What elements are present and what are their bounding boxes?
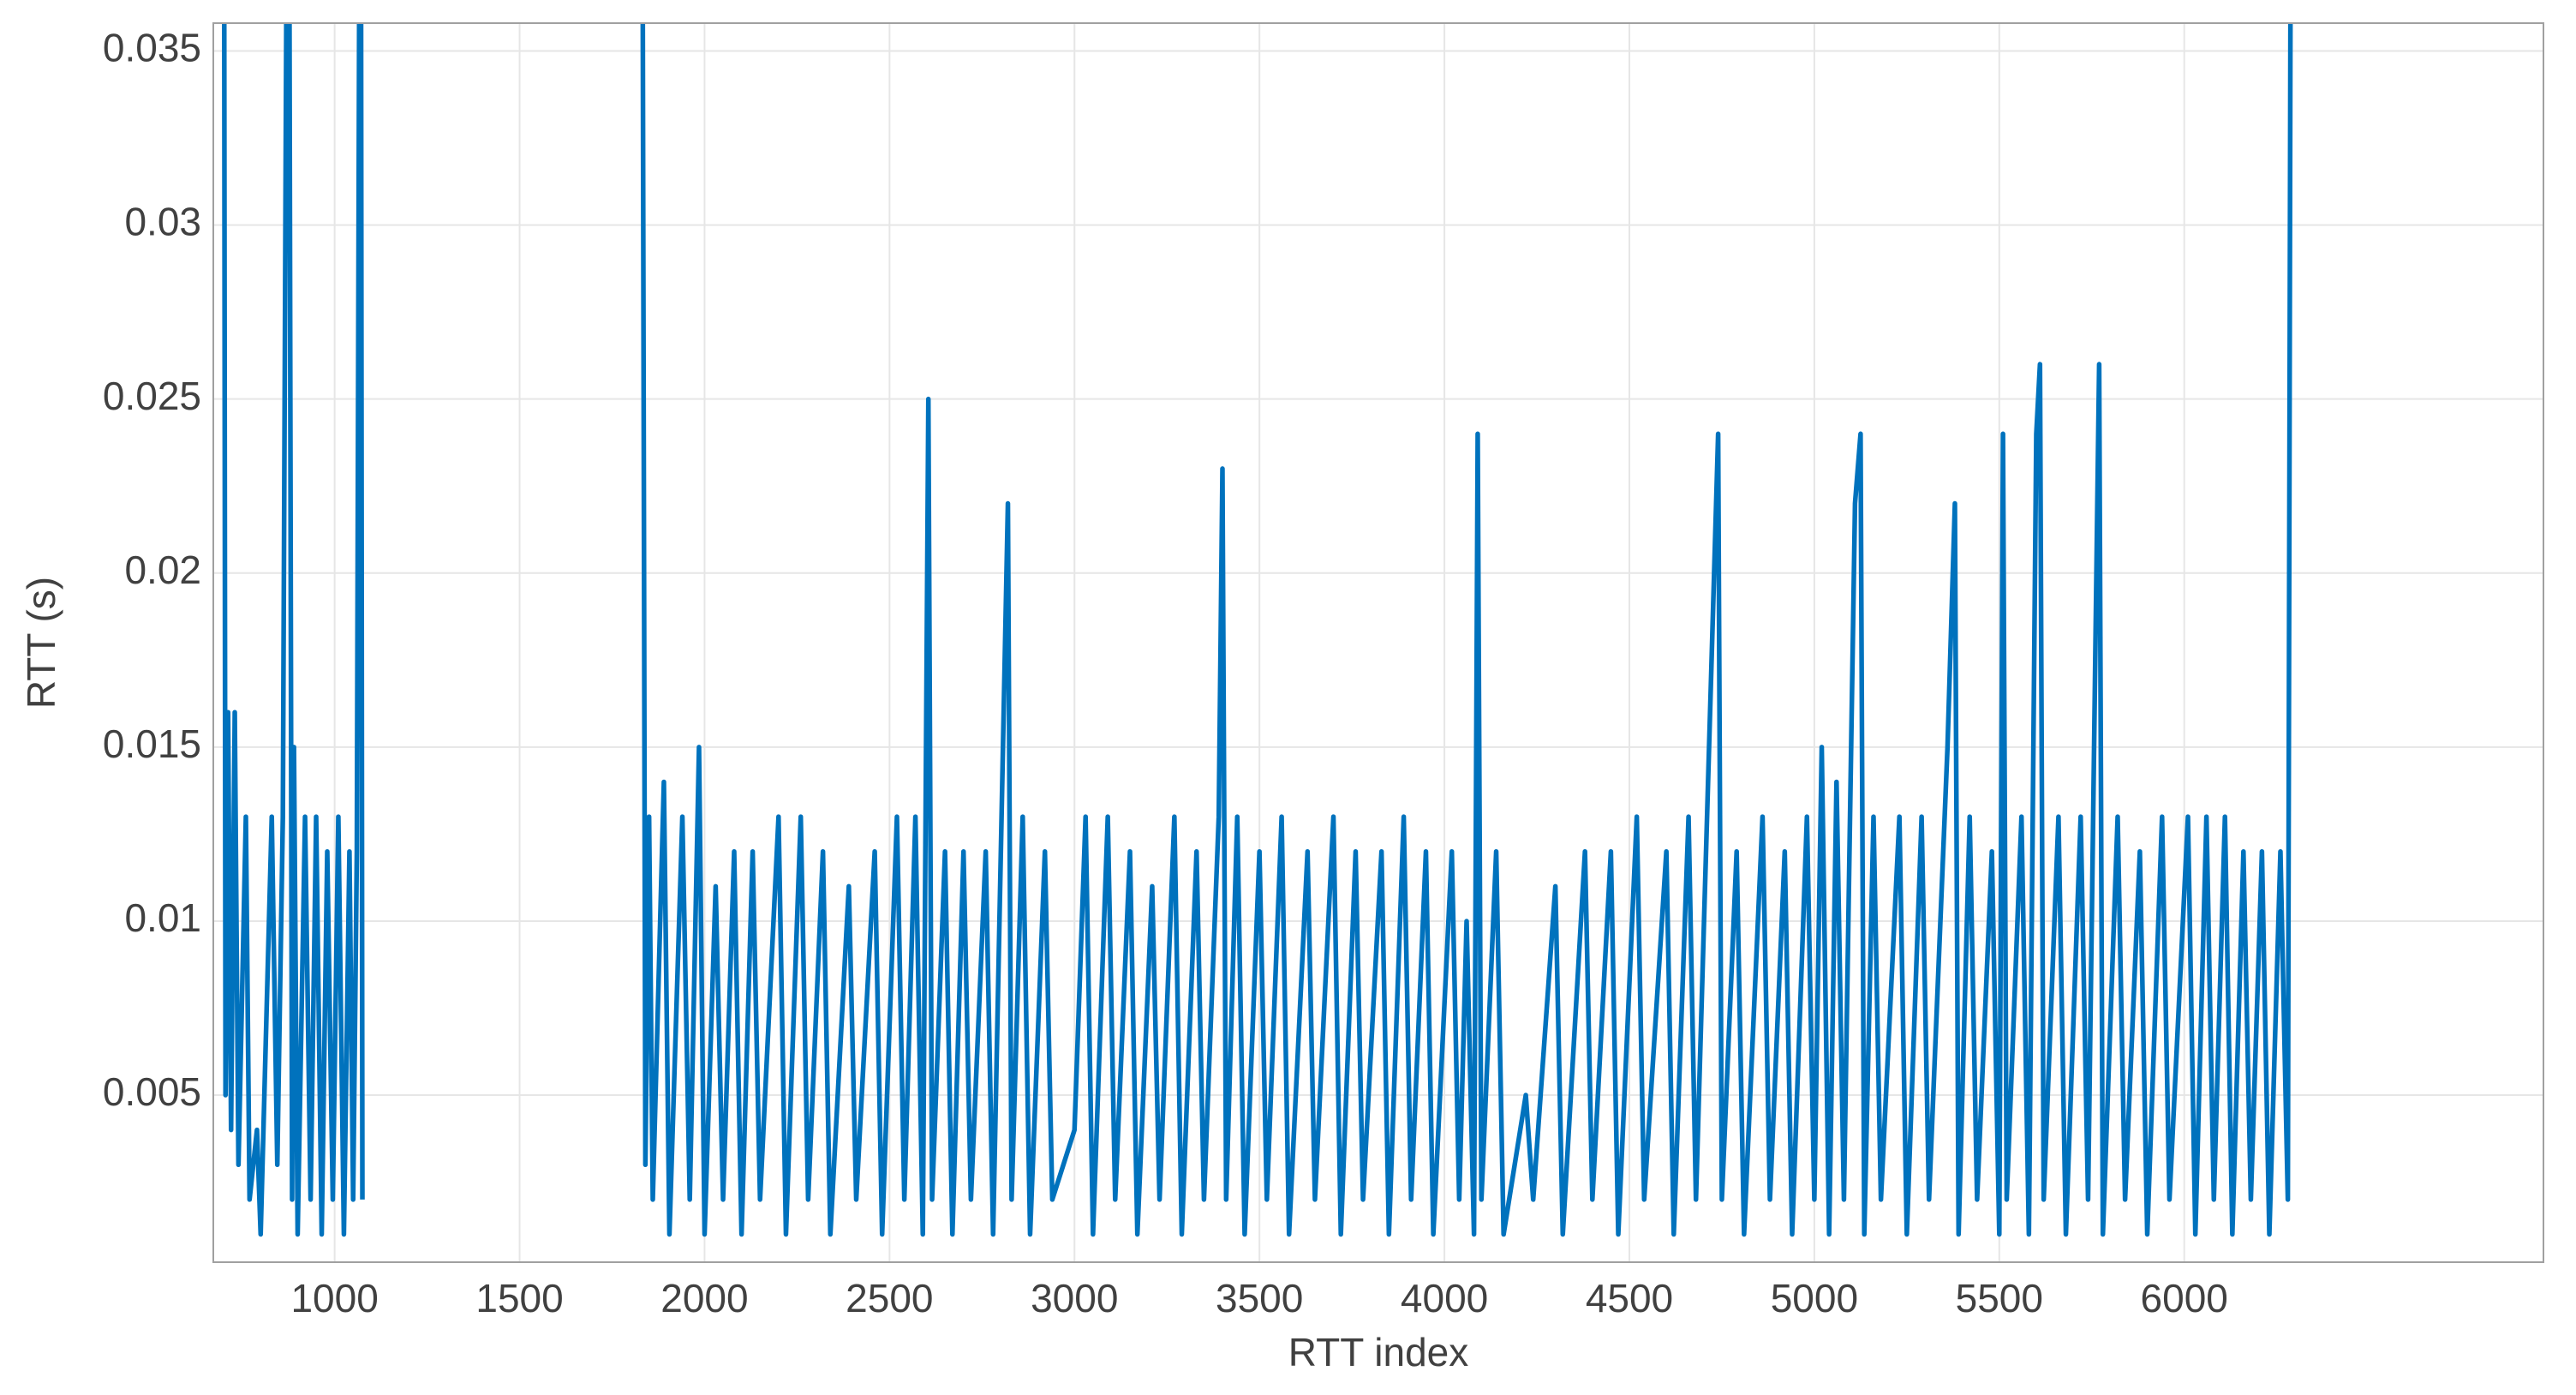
data-line	[222, 23, 2293, 1237]
y-tick-label: 0.03	[124, 200, 201, 244]
x-tick-label: 2500	[846, 1276, 933, 1320]
plot-frame	[212, 22, 2544, 1263]
x-tick-label: 4500	[1586, 1276, 1673, 1320]
x-tick-label: 1500	[475, 1276, 563, 1320]
y-tick-label: 0.015	[103, 721, 201, 766]
y-axis-label: RTT (s)	[19, 577, 63, 709]
x-tick-label: 5000	[1771, 1276, 1858, 1320]
y-tick-label: 0.025	[103, 374, 201, 418]
x-tick-label: 5500	[1956, 1276, 2043, 1320]
y-tick-label: 0.02	[124, 548, 201, 592]
x-tick-label: 1000	[290, 1276, 378, 1320]
y-tick-label: 0.01	[124, 895, 201, 940]
x-tick-label: 3500	[1216, 1276, 1303, 1320]
x-tick-label: 2000	[660, 1276, 748, 1320]
x-axis-label: RTT index	[1288, 1330, 1469, 1374]
y-tick-label: 0.035	[103, 26, 201, 70]
y-tick-label: 0.005	[103, 1069, 201, 1114]
x-tick-label: 4000	[1401, 1276, 1488, 1320]
x-tick-label: 6000	[2141, 1276, 2228, 1320]
x-tick-label: 3000	[1031, 1276, 1118, 1320]
